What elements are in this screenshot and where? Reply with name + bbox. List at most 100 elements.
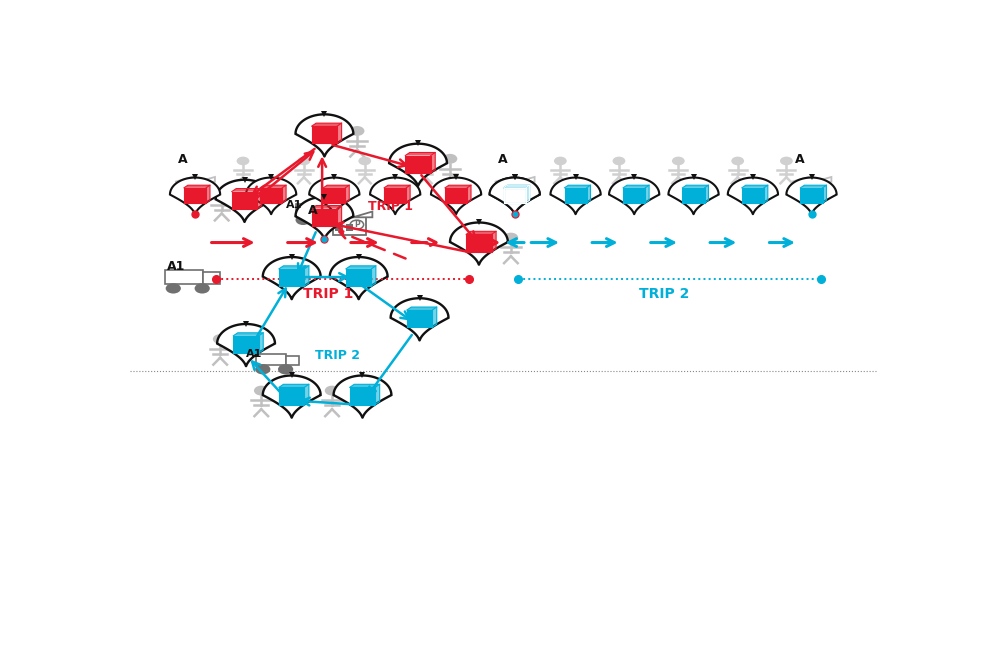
Polygon shape (669, 177, 719, 214)
Polygon shape (492, 231, 496, 252)
Bar (327, 206, 340, 215)
Circle shape (780, 157, 792, 165)
Polygon shape (800, 188, 823, 203)
Polygon shape (504, 185, 529, 188)
Polygon shape (311, 123, 342, 126)
Circle shape (298, 157, 310, 165)
Polygon shape (327, 211, 372, 217)
Polygon shape (234, 336, 259, 353)
Circle shape (318, 215, 334, 225)
Polygon shape (175, 177, 215, 182)
Polygon shape (504, 188, 525, 203)
Polygon shape (232, 191, 257, 209)
Circle shape (554, 157, 567, 165)
Polygon shape (504, 188, 525, 203)
Circle shape (504, 233, 518, 243)
Polygon shape (184, 188, 206, 203)
Circle shape (358, 157, 371, 165)
Bar (203, 272, 220, 284)
Polygon shape (705, 185, 708, 203)
Polygon shape (263, 257, 320, 299)
Bar (287, 356, 300, 365)
Polygon shape (370, 177, 420, 214)
Polygon shape (311, 209, 337, 226)
Polygon shape (391, 298, 449, 341)
Circle shape (672, 157, 684, 165)
Polygon shape (323, 188, 346, 203)
Circle shape (296, 215, 310, 225)
Polygon shape (551, 177, 601, 214)
Polygon shape (279, 266, 309, 269)
Polygon shape (309, 177, 359, 214)
Text: A: A (307, 204, 317, 217)
Polygon shape (311, 126, 337, 143)
Text: A: A (498, 153, 508, 166)
Circle shape (613, 157, 626, 165)
Polygon shape (431, 153, 435, 173)
Polygon shape (741, 185, 768, 188)
Polygon shape (445, 188, 467, 203)
Polygon shape (682, 185, 708, 188)
Polygon shape (337, 123, 342, 143)
Text: P: P (198, 183, 204, 192)
Polygon shape (490, 177, 540, 214)
Polygon shape (206, 185, 210, 203)
Text: TRIP 1: TRIP 1 (368, 200, 412, 213)
Bar (502, 185, 510, 192)
Text: A: A (179, 153, 188, 166)
Circle shape (732, 157, 744, 165)
Polygon shape (304, 384, 309, 405)
Polygon shape (170, 177, 220, 214)
Polygon shape (279, 384, 309, 387)
Circle shape (278, 364, 294, 375)
Polygon shape (525, 185, 529, 203)
Polygon shape (216, 180, 273, 222)
Circle shape (254, 385, 268, 395)
Bar (182, 182, 209, 196)
Polygon shape (259, 332, 263, 353)
Polygon shape (234, 332, 263, 336)
Polygon shape (296, 197, 354, 239)
Polygon shape (389, 144, 447, 186)
Polygon shape (431, 177, 481, 214)
Polygon shape (565, 188, 586, 203)
Polygon shape (232, 189, 261, 191)
Bar (191, 185, 198, 192)
Polygon shape (350, 387, 375, 405)
Polygon shape (304, 266, 309, 286)
Bar (807, 185, 815, 192)
Bar (797, 182, 825, 196)
Polygon shape (609, 177, 659, 214)
Polygon shape (384, 185, 410, 188)
Bar (165, 270, 203, 284)
Polygon shape (334, 375, 392, 417)
Polygon shape (257, 189, 261, 209)
Polygon shape (246, 177, 297, 214)
Polygon shape (330, 257, 388, 299)
Polygon shape (525, 185, 529, 203)
Polygon shape (728, 177, 778, 214)
Circle shape (325, 385, 340, 395)
Polygon shape (504, 185, 529, 188)
Circle shape (419, 157, 432, 165)
Text: P: P (518, 183, 523, 192)
Polygon shape (466, 231, 496, 234)
Circle shape (350, 126, 364, 136)
Polygon shape (800, 185, 827, 188)
Polygon shape (407, 307, 437, 310)
Polygon shape (217, 324, 275, 366)
Bar (501, 182, 528, 196)
Polygon shape (406, 153, 435, 155)
Text: A1: A1 (167, 260, 186, 273)
Polygon shape (260, 185, 286, 188)
Polygon shape (466, 234, 492, 252)
Polygon shape (450, 223, 508, 265)
Text: A1: A1 (287, 200, 302, 210)
Polygon shape (624, 188, 645, 203)
Polygon shape (682, 188, 705, 203)
Text: P: P (355, 220, 359, 229)
Polygon shape (384, 188, 407, 203)
Polygon shape (282, 185, 286, 203)
Polygon shape (323, 185, 350, 188)
Bar (256, 353, 287, 365)
